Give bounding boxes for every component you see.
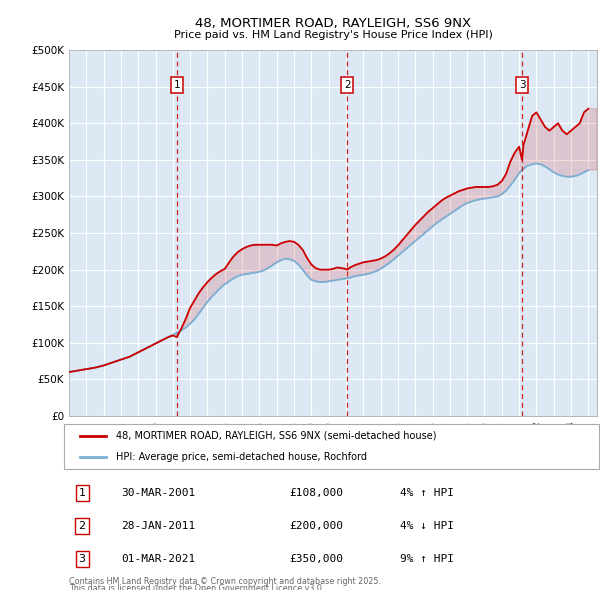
Text: £350,000: £350,000: [290, 554, 343, 563]
Text: £200,000: £200,000: [290, 521, 343, 530]
Text: 2: 2: [344, 80, 350, 90]
Text: 3: 3: [79, 554, 86, 563]
Text: This data is licensed under the Open Government Licence v3.0.: This data is licensed under the Open Gov…: [69, 584, 325, 590]
Text: 48, MORTIMER ROAD, RAYLEIGH, SS6 9NX (semi-detached house): 48, MORTIMER ROAD, RAYLEIGH, SS6 9NX (se…: [116, 431, 437, 441]
Text: 2: 2: [79, 521, 86, 530]
Text: HPI: Average price, semi-detached house, Rochford: HPI: Average price, semi-detached house,…: [116, 452, 367, 461]
Text: £108,000: £108,000: [290, 488, 343, 497]
Text: Price paid vs. HM Land Registry's House Price Index (HPI): Price paid vs. HM Land Registry's House …: [173, 31, 493, 40]
Text: 4% ↓ HPI: 4% ↓ HPI: [400, 521, 454, 530]
Text: 1: 1: [79, 488, 86, 497]
Text: 01-MAR-2021: 01-MAR-2021: [121, 554, 196, 563]
Text: 4% ↑ HPI: 4% ↑ HPI: [400, 488, 454, 497]
Text: 48, MORTIMER ROAD, RAYLEIGH, SS6 9NX: 48, MORTIMER ROAD, RAYLEIGH, SS6 9NX: [195, 17, 471, 30]
FancyBboxPatch shape: [64, 424, 599, 470]
Text: 3: 3: [519, 80, 526, 90]
Text: 28-JAN-2011: 28-JAN-2011: [121, 521, 196, 530]
Text: Contains HM Land Registry data © Crown copyright and database right 2025.: Contains HM Land Registry data © Crown c…: [69, 577, 381, 586]
Text: 30-MAR-2001: 30-MAR-2001: [121, 488, 196, 497]
Text: 9% ↑ HPI: 9% ↑ HPI: [400, 554, 454, 563]
Text: 1: 1: [173, 80, 180, 90]
